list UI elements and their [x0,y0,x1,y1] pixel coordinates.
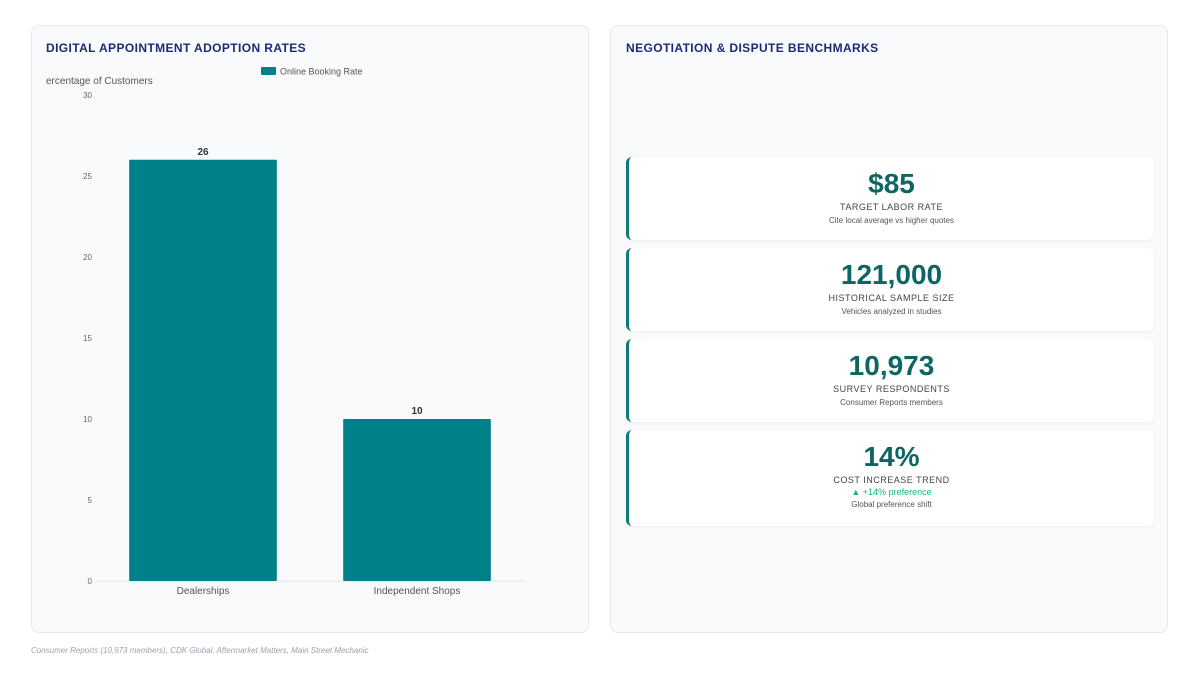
y-tick-label: 20 [83,253,92,262]
benchmark-card-sample-size: 121,000 HISTORICAL SAMPLE SIZE Vehicles … [626,248,1154,331]
y-tick-label: 0 [88,577,93,586]
benchmark-subtext: Vehicles analyzed in studies [841,307,942,316]
y-axis-ticks: 0 5 10 15 20 25 30 [83,91,92,586]
y-tick-label: 30 [83,91,92,100]
benchmark-subtext: Cite local average vs higher quotes [829,216,954,225]
y-tick-label: 10 [83,415,92,424]
bar-dealerships [129,159,277,582]
benchmark-label: COST INCREASE TREND [833,475,950,485]
benchmark-label: SURVEY RESPONDENTS [833,384,950,394]
bars [129,159,491,582]
chart-legend: Online Booking Rate [261,67,363,77]
bar-independent-shops [343,419,491,581]
benchmarks-title: NEGOTIATION & DISPUTE BENCHMARKS [626,41,879,55]
y-tick-label: 25 [83,172,92,181]
benchmarks-panel: NEGOTIATION & DISPUTE BENCHMARKS $85 TAR… [610,25,1168,633]
benchmark-card-respondents: 10,973 SURVEY RESPONDENTS Consumer Repor… [626,339,1154,422]
x-tick-label: Independent Shops [374,586,461,597]
legend-label-online-booking: Online Booking Rate [280,67,363,77]
bar-chart: Online Booking Rate ercentage of Custome… [46,67,524,597]
sources-footnote: Consumer Reports (10,973 members), CDK G… [31,646,369,655]
y-tick-label: 5 [88,496,93,505]
legend-swatch [261,67,276,75]
chart-title: DIGITAL APPOINTMENT ADOPTION RATES [46,41,307,55]
data-labels: 26 10 [197,147,423,417]
data-label: 26 [197,147,209,158]
benchmark-subtext: Consumer Reports members [840,398,943,407]
y-axis-title: ercentage of Customers [46,76,153,87]
benchmark-value: 10,973 [848,350,935,381]
benchmark-card-labor-rate: $85 TARGET LABOR RATE Cite local average… [626,157,1154,240]
data-label: 10 [411,406,423,417]
benchmark-label: TARGET LABOR RATE [839,202,944,212]
benchmark-card-cost-trend: 14% COST INCREASE TREND ▲ +14% preferenc… [626,430,1154,526]
x-axis-labels: Dealerships Independent Shops [177,586,461,597]
benchmark-value: 121,000 [840,259,943,290]
chart-panel: DIGITAL APPOINTMENT ADOPTION RATES Onlin… [31,25,589,633]
benchmark-value: $85 [868,168,915,199]
benchmark-label: HISTORICAL SAMPLE SIZE [828,293,955,303]
x-tick-label: Dealerships [177,586,230,597]
y-tick-label: 15 [83,334,92,343]
benchmark-value: 14% [863,441,920,472]
trend-indicator: ▲ +14% preference [851,487,932,497]
benchmark-subtext: Global preference shift [851,500,932,509]
